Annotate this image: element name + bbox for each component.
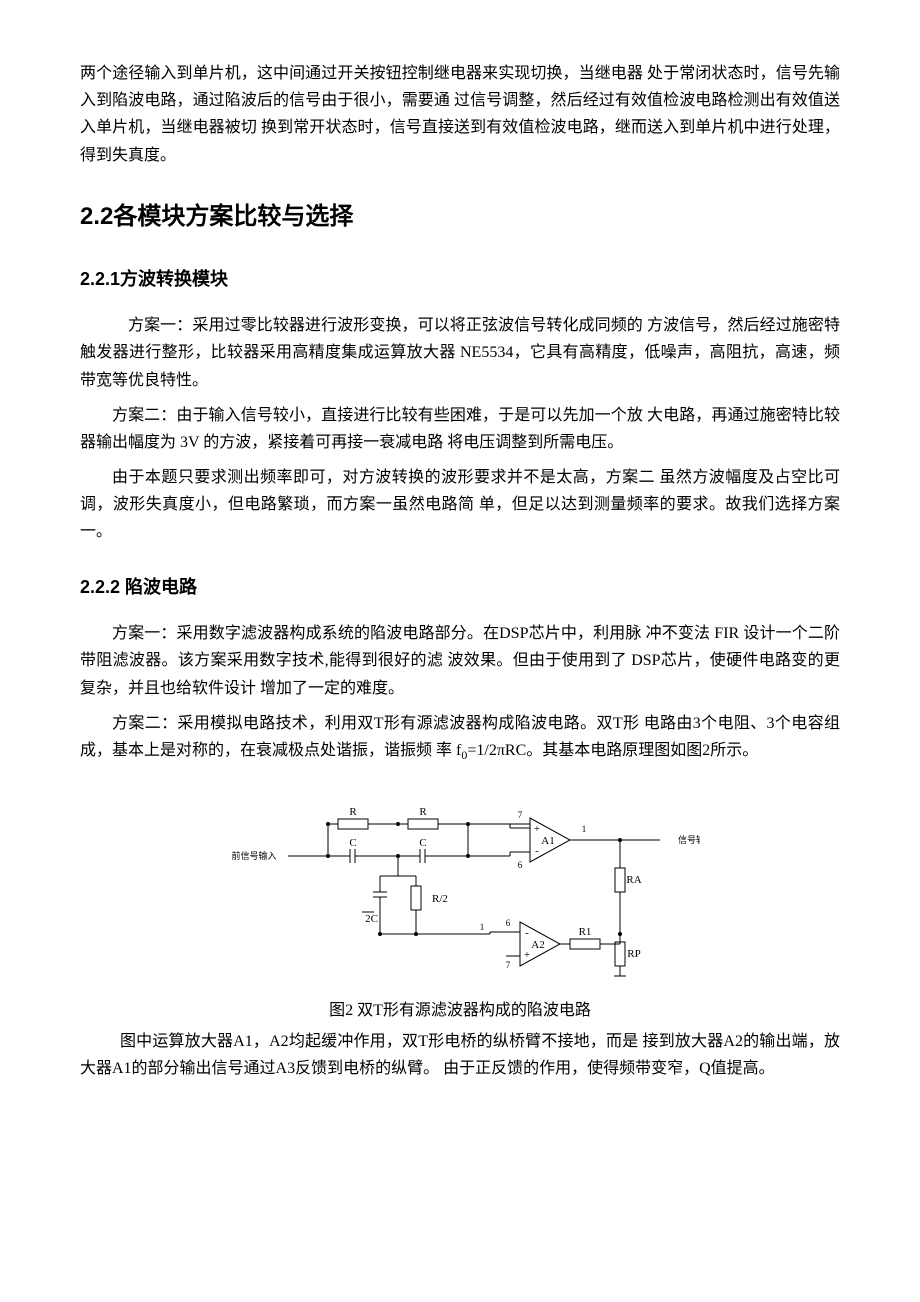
- heading-2-2-1: 2.2.1方波转换模块: [80, 264, 840, 295]
- svg-text:-: -: [525, 927, 529, 939]
- svg-text:7: 7: [506, 960, 511, 970]
- heading-2-2: 2.2各模块方案比较与选择: [80, 197, 840, 238]
- svg-text:+: +: [534, 823, 540, 835]
- para-2-text-b: =1/2πRC。其基本电路原理图如图2所示。: [467, 742, 758, 759]
- section-2-2-2-para-1: 方案一：采用数字滤波器构成系统的陷波电路部分。在DSP芯片中，利用脉 冲不变法 …: [80, 620, 840, 702]
- section-2-2-1-para-1: 方案一：采用过零比较器进行波形变换，可以将正弦波信号转化成同频的 方波信号，然后…: [80, 312, 840, 394]
- svg-text:R1: R1: [579, 926, 592, 938]
- figure-2-caption: 图2 双T形有源滤波器构成的陷波电路: [80, 997, 840, 1024]
- svg-text:7: 7: [518, 810, 523, 820]
- section-2-2-1-para-2: 方案二：由于输入信号较小，直接进行比较有些困难，于是可以先加一个放 大电路，再通…: [80, 402, 840, 456]
- svg-text:1: 1: [582, 824, 587, 834]
- svg-text:R/2: R/2: [432, 893, 448, 905]
- svg-text:C: C: [419, 837, 426, 849]
- svg-text:信号输出: 信号输出: [678, 834, 700, 845]
- svg-text:C: C: [349, 837, 356, 849]
- svg-text:A2: A2: [531, 939, 544, 951]
- svg-text:A1: A1: [541, 835, 554, 847]
- section-2-2-2-para-2: 方案二：采用模拟电路技术，利用双T形有源滤波器构成陷波电路。双T形 电路由3个电…: [80, 710, 840, 766]
- intro-paragraph: 两个途径输入到单片机，这中间通过开关按钮控制继电器来实现切换，当继电器 处于常闭…: [80, 60, 840, 169]
- heading-2-2-2: 2.2.2 陷波电路: [80, 572, 840, 603]
- svg-text:前信号输入: 前信号输入: [231, 850, 276, 861]
- svg-text:+: +: [524, 949, 530, 961]
- after-figure-para: 图中运算放大器A1，A2均起缓冲作用，双T形电桥的纵桥臂不接地，而是 接到放大器…: [80, 1028, 840, 1082]
- section-2-2-1-para-3: 由于本题只要求测出频率即可，对方波转换的波形要求并不是太高，方案二 虽然方波幅度…: [80, 464, 840, 546]
- figure-2-circuit: 前信号输入RR+-A176CC2CR/2-+A26711信号输出RARPR1: [220, 784, 700, 993]
- svg-text:1: 1: [480, 922, 485, 932]
- svg-text:RP: RP: [627, 948, 640, 960]
- svg-text:6: 6: [506, 918, 511, 928]
- svg-text:-: -: [535, 845, 539, 857]
- svg-text:R: R: [419, 806, 427, 818]
- svg-text:RA: RA: [626, 874, 641, 886]
- svg-text:2C: 2C: [365, 913, 378, 925]
- svg-text:6: 6: [518, 860, 523, 870]
- svg-text:R: R: [349, 806, 357, 818]
- circuit-diagram: 前信号输入RR+-A176CC2CR/2-+A26711信号输出RARPR1: [220, 784, 700, 984]
